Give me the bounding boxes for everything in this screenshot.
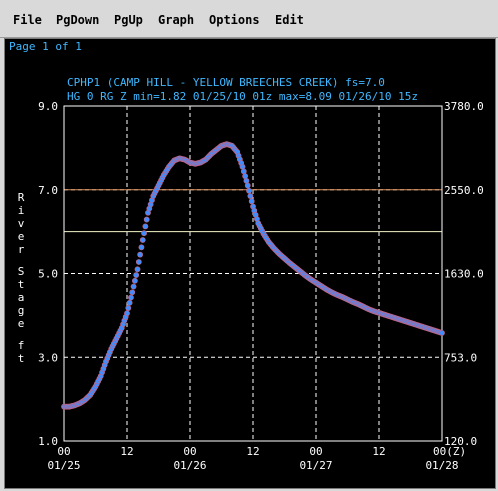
observed-point xyxy=(128,294,134,301)
x-date-label: 01/25 xyxy=(47,459,80,472)
observed-point xyxy=(135,259,142,265)
observed-point xyxy=(239,163,246,170)
y-axis-label-char: e xyxy=(18,317,25,330)
observed-point xyxy=(139,237,146,243)
y-tick-label: 3.0 xyxy=(38,351,58,364)
y-tick-label: 1.0 xyxy=(38,435,58,448)
menu-options[interactable]: Options xyxy=(209,13,260,27)
x-tick-label: 12 xyxy=(372,445,385,458)
y2-tick-label: 1630.0 xyxy=(444,268,484,281)
y-axis-label-char: v xyxy=(18,217,25,230)
observed-point xyxy=(137,251,144,258)
y-axis-label-char: f xyxy=(18,339,25,352)
menu-file[interactable]: File xyxy=(13,13,42,27)
x-tick-label: 00 xyxy=(57,445,70,458)
page-label: Page 1 of 1 xyxy=(9,40,82,53)
observed-point xyxy=(246,187,252,194)
observed-point xyxy=(134,266,141,273)
menu-pgdown[interactable]: PgDown xyxy=(56,13,100,27)
observed-point xyxy=(247,193,254,199)
x-tick-label: 00 xyxy=(183,445,196,458)
observed-point xyxy=(439,330,445,336)
observed-point xyxy=(244,182,251,189)
observed-point xyxy=(240,168,247,175)
y-axis-label-char: i xyxy=(18,204,25,217)
x-date-label: 01/28 xyxy=(425,459,458,472)
stage-hydrograph-chart: Page 1 of 1 CPHP1 (CAMP HILL - YELLOW BR… xyxy=(9,40,484,472)
x-tick-label: 00(Z) xyxy=(433,445,466,458)
y-axis-label-char: R xyxy=(18,191,25,204)
menu-edit[interactable]: Edit xyxy=(275,13,304,27)
observed-point xyxy=(131,277,138,284)
grid-lines xyxy=(64,106,442,441)
observed-stage-points xyxy=(61,141,445,410)
y-axis-label-char: e xyxy=(18,230,25,243)
menu-pgup[interactable]: PgUp xyxy=(114,13,143,27)
y-tick-label: 7.0 xyxy=(38,184,58,197)
observed-point xyxy=(243,177,250,184)
observed-point xyxy=(248,198,255,205)
y-tick-label: 9.0 xyxy=(38,100,58,113)
y2-tick-label: 120.0 xyxy=(444,435,477,448)
chart-subtitle: HG 0 RG Z min=1.82 01/25/10 01z max=8.09… xyxy=(67,90,418,103)
x-date-label: 01/26 xyxy=(173,459,206,472)
y2-tick-label: 3780.0 xyxy=(444,100,484,113)
plot-area-border xyxy=(63,105,443,442)
y-axis-label-char: a xyxy=(18,291,25,304)
y-axis-label-char: t xyxy=(18,278,25,291)
observed-point xyxy=(242,173,249,180)
x-tick-label: 12 xyxy=(120,445,133,458)
menu-bar: File PgDown PgUp Graph Options Edit xyxy=(0,0,498,38)
observed-point xyxy=(133,272,140,278)
y-axis-label-char: g xyxy=(18,304,25,317)
observed-point xyxy=(138,244,145,251)
observed-point xyxy=(142,223,149,230)
observed-point xyxy=(125,305,132,311)
x-date-label: 01/27 xyxy=(299,459,332,472)
y-axis-label-char: r xyxy=(18,243,25,256)
observed-point xyxy=(130,283,137,290)
observed-point xyxy=(126,299,133,306)
y2-tick-label: 2550.0 xyxy=(444,184,484,197)
observed-point xyxy=(124,310,130,317)
chart-title: CPHP1 (CAMP HILL - YELLOW BREECHES CREEK… xyxy=(67,76,385,89)
x-tick-label: 00 xyxy=(309,445,322,458)
y-axis-label-char: S xyxy=(18,265,25,278)
plot-frame: Page 1 of 1 CPHP1 (CAMP HILL - YELLOW BR… xyxy=(4,38,496,489)
observed-point xyxy=(141,230,147,237)
observed-point xyxy=(129,289,136,296)
y-tick-label: 5.0 xyxy=(38,268,58,281)
axis-ticks: 1.0 120.0 3.0 753.0 5.0 1630.0 7.0 2550.0 9.0 378… xyxy=(38,100,484,472)
menu-graph[interactable]: Graph xyxy=(158,13,195,27)
observed-point xyxy=(143,216,150,223)
y-axis-label-char: t xyxy=(18,352,25,365)
x-tick-label: 12 xyxy=(246,445,259,458)
y2-tick-label: 753.0 xyxy=(444,351,477,364)
